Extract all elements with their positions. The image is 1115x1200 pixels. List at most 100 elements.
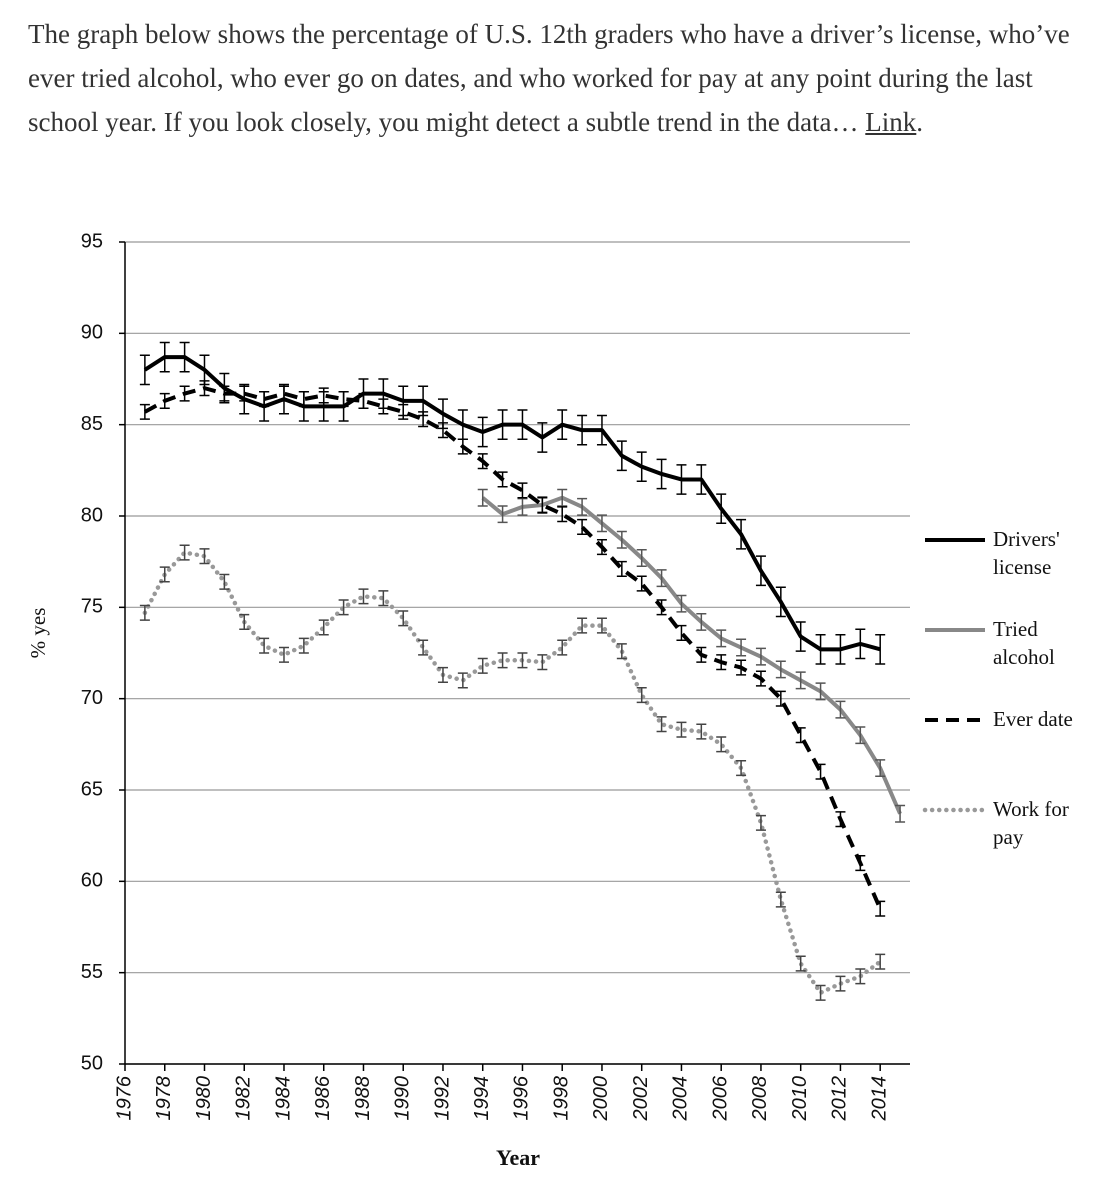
error-bar — [596, 617, 607, 634]
y-tick-label: 50 — [81, 1052, 103, 1074]
y-tick-label: 65 — [81, 778, 103, 800]
error-bar — [159, 566, 170, 583]
error-bar — [775, 891, 786, 908]
error-bar — [477, 657, 488, 674]
error-bar — [219, 385, 230, 402]
error-bar — [159, 341, 170, 373]
y-tick-label: 55 — [81, 961, 103, 983]
error-bar — [437, 666, 448, 683]
error-bar — [219, 573, 230, 590]
error-bar — [457, 438, 468, 455]
error-bar — [338, 391, 349, 408]
error-bar — [716, 629, 727, 648]
y-axis-label: % yes — [26, 608, 50, 659]
error-bar — [835, 633, 846, 665]
error-bar — [239, 385, 250, 402]
x-tick-label: 2004 — [670, 1076, 692, 1122]
x-tick-label: 1976 — [113, 1075, 135, 1120]
x-tick-label: 1980 — [193, 1076, 215, 1121]
error-bar — [795, 621, 806, 652]
error-bar — [517, 497, 528, 516]
error-bar — [557, 488, 568, 507]
error-bar — [139, 354, 150, 386]
error-bar — [656, 599, 667, 616]
x-tick-label: 2008 — [749, 1076, 771, 1122]
error-bar — [596, 414, 607, 446]
intro-end: . — [916, 107, 924, 137]
error-bar — [736, 638, 747, 657]
error-bar — [298, 391, 309, 408]
error-bar — [577, 497, 588, 516]
error-bar — [259, 637, 270, 654]
error-bar — [616, 560, 627, 578]
error-bar — [497, 409, 508, 441]
error-bar — [378, 590, 389, 607]
error-bar — [696, 464, 707, 495]
error-bar — [855, 855, 866, 872]
error-bar — [358, 588, 369, 605]
error-bar — [497, 652, 508, 669]
error-bar — [676, 594, 687, 613]
error-bar — [656, 458, 667, 490]
error-bar — [616, 440, 627, 472]
link[interactable]: Link — [865, 107, 917, 137]
error-bar — [636, 451, 647, 483]
error-bar — [815, 984, 826, 1001]
intro: The graph below shows the percentage of … — [28, 12, 1090, 144]
error-bar — [696, 646, 707, 663]
error-bar — [795, 955, 806, 972]
error-bar — [239, 613, 250, 631]
error-bar — [775, 586, 786, 618]
error-bar — [875, 953, 886, 970]
x-tick-label: 1984 — [272, 1076, 294, 1121]
y-tick-label: 60 — [81, 870, 103, 892]
error-bar — [855, 726, 866, 745]
error-bar — [318, 387, 329, 404]
error-bar — [835, 700, 846, 719]
y-tick-label: 70 — [81, 687, 103, 709]
error-bar — [716, 654, 727, 671]
x-tick-label: 1986 — [312, 1075, 334, 1120]
x-tick-label: 2006 — [709, 1075, 731, 1121]
error-bar — [696, 612, 707, 631]
error-bar — [457, 672, 468, 689]
error-bar — [636, 549, 647, 567]
error-bar — [696, 723, 707, 740]
error-bar — [418, 411, 429, 428]
x-tick-label: 1992 — [431, 1076, 453, 1121]
error-bar — [875, 633, 886, 665]
error-bar — [875, 900, 886, 917]
y-tick-label: 85 — [81, 413, 103, 435]
error-bar — [895, 804, 906, 823]
error-bar — [557, 639, 568, 656]
error-bar — [537, 654, 548, 671]
x-tick-label: 2000 — [590, 1076, 612, 1122]
error-bar — [855, 628, 866, 660]
error-bar — [755, 814, 766, 831]
error-bar — [676, 624, 687, 641]
error-bar — [278, 646, 289, 663]
error-bar — [775, 660, 786, 679]
error-bar — [736, 760, 747, 777]
error-bar — [437, 422, 448, 439]
x-tick-label: 2002 — [630, 1076, 652, 1122]
legend-label: Ever date — [993, 707, 1073, 731]
x-tick-label: 1978 — [153, 1076, 175, 1121]
error-bar — [656, 569, 667, 588]
error-bar — [179, 341, 190, 373]
error-bar — [795, 671, 806, 690]
error-bar — [835, 811, 846, 828]
error-bar — [179, 385, 190, 402]
error-bar — [736, 518, 747, 550]
error-bar — [398, 610, 409, 627]
x-tick-label: 2014 — [868, 1076, 890, 1122]
error-bar — [358, 392, 369, 409]
error-bar — [676, 721, 687, 738]
error-bar — [398, 403, 409, 420]
error-bar — [577, 414, 588, 446]
error-bar — [716, 493, 727, 525]
error-bar — [656, 716, 667, 733]
series-line — [143, 355, 881, 652]
